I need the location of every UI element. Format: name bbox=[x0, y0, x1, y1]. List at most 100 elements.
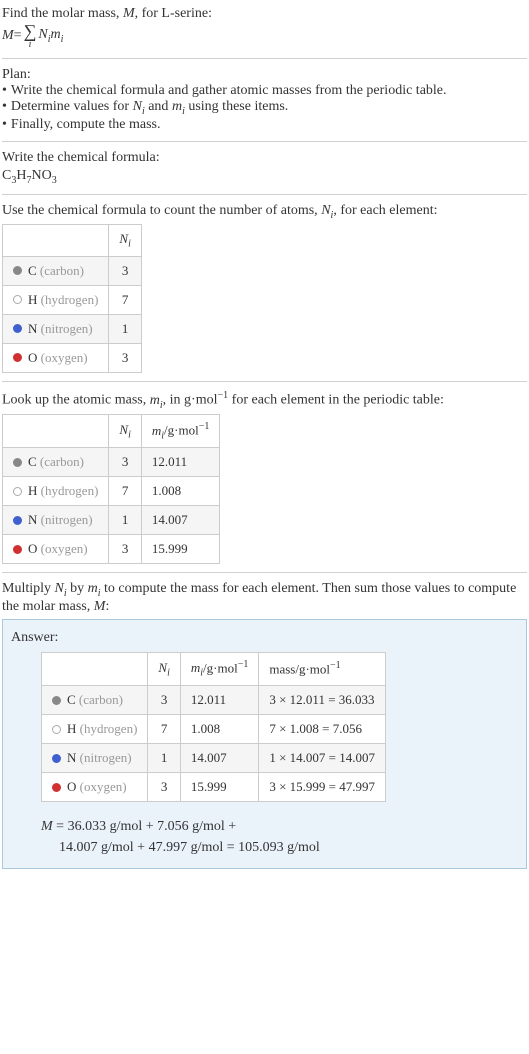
t: = 36.033 g/mol + 7.056 g/mol + bbox=[53, 819, 237, 834]
cell-element: O (oxygen) bbox=[3, 343, 109, 372]
t: by bbox=[67, 581, 88, 596]
t: : bbox=[105, 599, 109, 614]
cell-n: 3 bbox=[109, 448, 141, 477]
t: mi bbox=[88, 581, 101, 596]
t: m bbox=[191, 660, 200, 675]
t: (carbon) bbox=[40, 454, 84, 469]
multiply-heading: Multiply Ni by mi to compute the mass fo… bbox=[2, 581, 527, 615]
table-row: N (nitrogen) 1 bbox=[3, 314, 142, 343]
eq-m-sub: i bbox=[61, 34, 64, 45]
sigma-block: ∑ i bbox=[24, 22, 37, 50]
t: O bbox=[42, 168, 52, 183]
t: M bbox=[41, 819, 53, 834]
col-n: Ni bbox=[148, 653, 180, 686]
divider bbox=[2, 58, 527, 59]
element-dot-icon bbox=[52, 696, 61, 705]
divider bbox=[2, 141, 527, 142]
sigma-icon: ∑ bbox=[24, 22, 37, 40]
answer-inner: Ni mi/g·mol−1 mass/g·mol−1 C (carbon)312… bbox=[11, 652, 518, 858]
t: O bbox=[28, 541, 37, 556]
t: and bbox=[145, 99, 172, 114]
cell-element: N (nitrogen) bbox=[42, 744, 148, 773]
t: (nitrogen) bbox=[80, 750, 132, 765]
multiply-section: Multiply Ni by mi to compute the mass fo… bbox=[2, 579, 527, 871]
element-dot-icon bbox=[13, 545, 22, 554]
element-dot-icon bbox=[13, 487, 22, 496]
t: Ni bbox=[133, 99, 145, 114]
bullet-icon: • bbox=[2, 83, 7, 99]
table-row: N (nitrogen)114.0071 × 14.007 = 14.007 bbox=[42, 744, 386, 773]
plan-item: •Finally, compute the mass. bbox=[2, 117, 527, 133]
mass-table: Ni mi/g·mol−1 C (carbon)312.011 H (hydro… bbox=[2, 414, 220, 564]
cell-element: H (hydrogen) bbox=[3, 285, 109, 314]
t: H bbox=[28, 292, 37, 307]
cell-n: 3 bbox=[109, 343, 141, 372]
col-m: mi/g·mol−1 bbox=[141, 415, 219, 448]
formula-section: Write the chemical formula: C3H7NO3 bbox=[2, 148, 527, 188]
element-dot-icon bbox=[13, 295, 22, 304]
cell-m: 1.008 bbox=[180, 715, 258, 744]
t: C bbox=[28, 454, 37, 469]
t: N bbox=[133, 99, 142, 114]
t: O bbox=[67, 779, 76, 794]
plan-heading: Plan: bbox=[2, 67, 527, 83]
plan-item: •Determine values for Ni and mi using th… bbox=[2, 99, 527, 117]
intro-text-b: , for L-serine: bbox=[135, 6, 212, 21]
cell-element: C (carbon) bbox=[3, 256, 109, 285]
t: /g·mol bbox=[164, 423, 199, 438]
plan-item-text: Write the chemical formula and gather at… bbox=[11, 83, 447, 99]
eq-n: Ni bbox=[38, 27, 50, 45]
table-row: H (hydrogen)71.008 bbox=[3, 477, 220, 506]
cell-n: 3 bbox=[109, 535, 141, 564]
cell-m: 15.999 bbox=[141, 535, 219, 564]
t: i bbox=[128, 430, 131, 441]
t: H bbox=[28, 483, 37, 498]
divider bbox=[2, 572, 527, 573]
intro-text-a: Find the molar mass, bbox=[2, 6, 123, 21]
table-row: C (carbon)312.0113 × 12.011 = 36.033 bbox=[42, 686, 386, 715]
t: −1 bbox=[330, 660, 341, 671]
table-header-row: Ni mi/g·mol−1 bbox=[3, 415, 220, 448]
t: (hydrogen) bbox=[80, 721, 138, 736]
t: m bbox=[88, 581, 98, 596]
count-table: Ni C (carbon)3 H (hydrogen)7 N (nitrogen… bbox=[2, 224, 142, 373]
table-row: O (oxygen)315.9993 × 15.999 = 47.997 bbox=[42, 773, 386, 802]
t: for each element in the periodic table: bbox=[228, 393, 444, 408]
cell-n: 7 bbox=[148, 715, 180, 744]
t: N bbox=[28, 321, 37, 336]
cell-n: 1 bbox=[148, 744, 180, 773]
cell-m: 12.011 bbox=[141, 448, 219, 477]
t: N bbox=[28, 512, 37, 527]
bullet-icon: • bbox=[2, 99, 7, 117]
table-row: H (hydrogen)71.0087 × 1.008 = 7.056 bbox=[42, 715, 386, 744]
cell-n: 1 bbox=[109, 314, 141, 343]
t: N bbox=[158, 660, 167, 675]
t: 3 bbox=[52, 175, 57, 186]
t: m bbox=[152, 423, 161, 438]
plan-item: •Write the chemical formula and gather a… bbox=[2, 83, 527, 99]
table-row: H (hydrogen)7 bbox=[3, 285, 142, 314]
cell-element: C (carbon) bbox=[42, 686, 148, 715]
col-mass: mass/g·mol−1 bbox=[259, 653, 386, 686]
col-element bbox=[3, 415, 109, 448]
t: (carbon) bbox=[40, 263, 84, 278]
t: Look up the atomic mass, bbox=[2, 393, 150, 408]
answer-label: Answer: bbox=[11, 630, 518, 646]
answer-table: Ni mi/g·mol−1 mass/g·mol−1 C (carbon)312… bbox=[41, 652, 386, 802]
final-equation: M = 36.033 g/mol + 7.056 g/mol + 14.007 … bbox=[41, 816, 518, 858]
formula-heading: Write the chemical formula: bbox=[2, 150, 527, 166]
cell-m: 12.011 bbox=[180, 686, 258, 715]
cell-m: 14.007 bbox=[141, 506, 219, 535]
intro-line: Find the molar mass, M, for L-serine: bbox=[2, 6, 527, 22]
t: N bbox=[321, 203, 330, 218]
eq-m-sym: m bbox=[51, 27, 61, 42]
t: mi bbox=[150, 393, 163, 408]
t: C bbox=[28, 263, 37, 278]
divider bbox=[2, 194, 527, 195]
t: N bbox=[31, 168, 41, 183]
count-heading: Use the chemical formula to count the nu… bbox=[2, 203, 527, 221]
eq-n-sym: N bbox=[38, 27, 47, 42]
t: (oxygen) bbox=[41, 541, 88, 556]
t: (nitrogen) bbox=[41, 321, 93, 336]
t: Ni bbox=[55, 581, 67, 596]
